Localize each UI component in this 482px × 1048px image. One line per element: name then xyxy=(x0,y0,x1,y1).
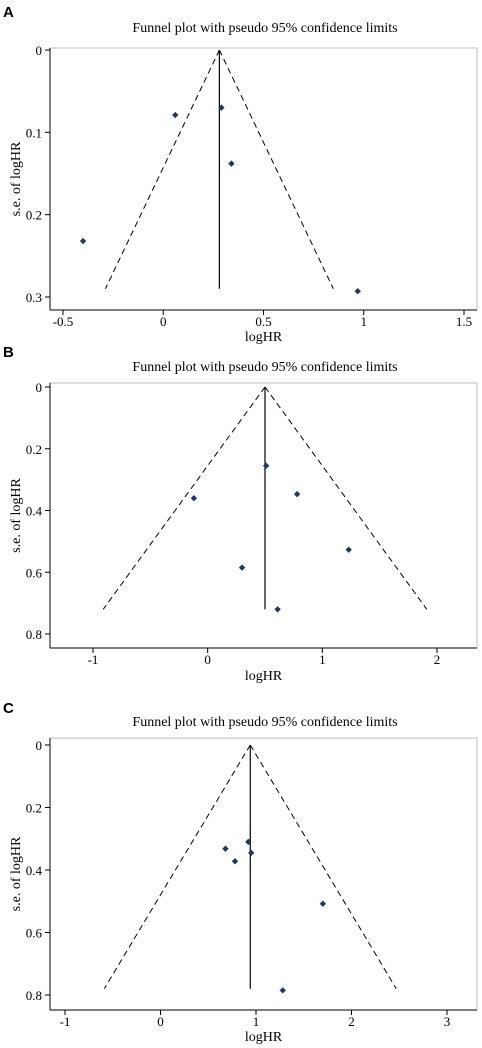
data-point xyxy=(228,160,235,167)
data-point xyxy=(293,490,301,498)
data-point xyxy=(190,494,198,502)
data-point xyxy=(218,104,225,111)
data-point xyxy=(238,564,246,571)
y-tick-label: 0.6 xyxy=(26,926,43,941)
x-axis-label: logHR xyxy=(245,669,283,684)
x-axis-label: logHR xyxy=(245,330,283,345)
y-tick-label: 0.4 xyxy=(26,863,43,878)
funnel-right-limit xyxy=(264,386,428,610)
data-point xyxy=(345,546,352,553)
x-tick-label: -1 xyxy=(88,652,99,667)
data-point xyxy=(222,845,229,852)
y-axis-label: s.e. of logHR xyxy=(9,836,24,911)
x-tick-label: -1 xyxy=(60,1014,71,1029)
y-tick-label: 0 xyxy=(36,738,43,753)
panel-label: B xyxy=(3,344,14,361)
y-tick-label: 0.1 xyxy=(26,125,42,140)
x-tick-label: 2 xyxy=(348,1014,355,1029)
x-tick-label: 0.5 xyxy=(255,314,271,329)
x-tick-label: 1 xyxy=(361,314,368,329)
y-tick-label: 0.3 xyxy=(26,290,42,305)
y-tick-label: 0.2 xyxy=(26,801,42,816)
y-axis-label: s.e. of logHR xyxy=(9,141,24,216)
x-tick-label: 2 xyxy=(434,652,441,667)
y-tick-label: 0 xyxy=(36,380,43,395)
funnel-right-limit xyxy=(249,744,397,990)
panel-label: A xyxy=(3,4,14,21)
funnel-left-limit xyxy=(103,744,251,990)
funnel-left-limit xyxy=(102,386,266,610)
data-point xyxy=(319,900,327,907)
data-point xyxy=(172,111,179,119)
x-tick-label: 1 xyxy=(319,652,326,667)
y-tick-label: 0.2 xyxy=(26,442,42,457)
data-point xyxy=(231,858,239,865)
y-tick-label: 0.2 xyxy=(26,208,42,223)
panel-label: C xyxy=(3,700,14,717)
x-tick-label: 0 xyxy=(160,314,167,329)
data-point xyxy=(245,838,252,846)
y-tick-label: 0 xyxy=(36,43,43,58)
chart-title: Funnel plot with pseudo 95% confidence l… xyxy=(132,21,397,36)
data-point xyxy=(248,849,255,857)
plot-frame xyxy=(49,382,478,649)
data-point xyxy=(274,606,281,613)
x-tick-label: 1 xyxy=(253,1014,260,1029)
x-tick-label: 0 xyxy=(204,652,211,667)
x-tick-label: 3 xyxy=(444,1014,451,1029)
y-tick-label: 0.8 xyxy=(26,627,42,642)
y-tick-label: 0.6 xyxy=(26,565,43,580)
x-axis-label: logHR xyxy=(245,1030,283,1045)
data-point xyxy=(262,462,270,469)
data-point xyxy=(79,237,87,245)
plot-frame xyxy=(49,737,478,1011)
data-point xyxy=(279,987,286,994)
x-tick-label: -0.5 xyxy=(53,314,74,329)
y-axis-label: s.e. of logHR xyxy=(9,478,24,553)
x-tick-label: 1.5 xyxy=(456,314,472,329)
y-tick-label: 0.8 xyxy=(26,988,42,1003)
funnel-left-limit xyxy=(104,49,220,289)
funnel-right-limit xyxy=(218,49,334,289)
x-tick-label: 0 xyxy=(157,1014,164,1029)
chart-title: Funnel plot with pseudo 95% confidence l… xyxy=(132,715,397,730)
data-point xyxy=(354,288,361,295)
y-tick-label: 0.4 xyxy=(26,504,43,519)
chart-title: Funnel plot with pseudo 95% confidence l… xyxy=(132,360,397,375)
